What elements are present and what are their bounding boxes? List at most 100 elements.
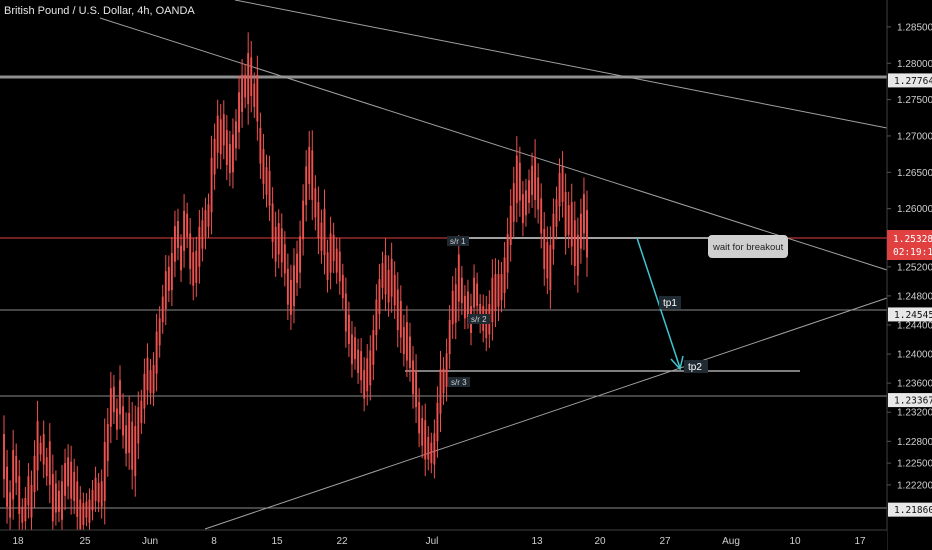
candle[interactable] [173, 210, 176, 278]
candle[interactable] [186, 202, 189, 249]
candle[interactable] [198, 209, 201, 284]
candle[interactable] [512, 166, 515, 239]
candle[interactable] [583, 177, 585, 251]
candle[interactable] [549, 226, 552, 309]
candle[interactable] [586, 190, 588, 277]
upper-trendline[interactable] [234, 0, 888, 129]
candle[interactable] [109, 371, 112, 444]
candle[interactable] [277, 209, 280, 269]
candle[interactable] [21, 498, 24, 532]
candle[interactable] [70, 445, 73, 515]
candle[interactable] [518, 146, 521, 217]
candle[interactable] [6, 449, 8, 524]
candle[interactable] [296, 240, 298, 296]
candle[interactable] [131, 401, 134, 490]
candle[interactable] [558, 158, 561, 222]
candle[interactable] [122, 393, 124, 449]
candle[interactable] [479, 294, 482, 334]
candle[interactable] [61, 464, 63, 537]
candle[interactable] [82, 492, 85, 536]
candle[interactable] [73, 458, 76, 515]
candle[interactable] [567, 191, 570, 249]
candle[interactable] [384, 238, 387, 312]
candle[interactable] [119, 365, 121, 430]
candle[interactable] [54, 470, 57, 526]
candle[interactable] [305, 150, 308, 222]
candle[interactable] [134, 405, 137, 497]
candle[interactable] [366, 344, 369, 406]
candle[interactable] [183, 193, 186, 268]
candle[interactable] [244, 64, 247, 109]
candle[interactable] [180, 234, 182, 283]
price-axis[interactable]: 1.28500 1.28000 1.27500 1.27000 1.26500 1.260… [886, 0, 932, 550]
candle[interactable] [299, 220, 302, 289]
candle[interactable] [320, 209, 323, 264]
candle[interactable] [399, 285, 402, 353]
candle[interactable] [442, 357, 445, 405]
candle[interactable] [405, 305, 408, 377]
candle[interactable] [241, 58, 244, 128]
sr3-label[interactable]: s/r 3 [448, 377, 470, 387]
candle[interactable] [308, 130, 311, 200]
candle[interactable] [344, 277, 347, 348]
candle[interactable] [161, 284, 164, 334]
candle[interactable] [15, 443, 18, 496]
candle[interactable] [302, 184, 305, 256]
candle[interactable] [460, 265, 463, 315]
candle[interactable] [534, 139, 537, 218]
candle[interactable] [231, 118, 234, 189]
candle[interactable] [433, 419, 436, 479]
time-axis[interactable]: 18 25 Jun 8 15 22 Jul 13 20 27 Aug 10 17 [0, 529, 887, 550]
candle[interactable] [170, 237, 173, 306]
candle[interactable] [412, 345, 414, 409]
candle[interactable] [265, 154, 268, 208]
candle[interactable] [27, 463, 30, 519]
candle[interactable] [421, 405, 424, 459]
candle[interactable] [537, 163, 540, 224]
candle[interactable] [347, 301, 350, 357]
candle[interactable] [216, 99, 219, 169]
candle[interactable] [509, 189, 512, 262]
candle[interactable] [506, 217, 509, 290]
candle[interactable] [12, 429, 15, 520]
candle[interactable] [354, 326, 356, 370]
breakout-callout[interactable]: wait for breakout [708, 235, 788, 258]
candle[interactable] [463, 285, 466, 330]
tp2-label[interactable]: tp2 [684, 360, 708, 373]
candle[interactable] [409, 322, 411, 382]
candle[interactable] [167, 255, 170, 303]
candle[interactable] [451, 276, 454, 339]
candle[interactable] [369, 335, 372, 401]
candle[interactable] [418, 388, 421, 448]
candle[interactable] [143, 358, 146, 424]
candle[interactable] [570, 183, 573, 265]
candle[interactable] [457, 235, 460, 322]
descending-trendline[interactable] [99, 17, 888, 271]
candle[interactable] [375, 284, 378, 351]
candle[interactable] [311, 130, 314, 221]
candle[interactable] [42, 420, 45, 479]
target-arrow-line[interactable] [636, 237, 681, 369]
candle[interactable] [555, 186, 558, 240]
candle[interactable] [332, 222, 335, 274]
candle[interactable] [76, 465, 79, 533]
candle[interactable] [103, 418, 106, 525]
candle[interactable] [137, 391, 140, 460]
candle[interactable] [235, 109, 237, 161]
candle[interactable] [88, 488, 91, 534]
candle[interactable] [402, 314, 405, 367]
sr1-label[interactable]: s/r 1 [447, 236, 469, 246]
candle[interactable] [94, 466, 97, 512]
candle[interactable] [289, 264, 292, 330]
candle[interactable] [430, 432, 433, 474]
candle[interactable] [204, 197, 207, 250]
candle[interactable] [30, 470, 33, 532]
candle[interactable] [256, 55, 259, 141]
candle[interactable] [274, 211, 277, 277]
candle[interactable] [467, 279, 469, 329]
candle[interactable] [381, 251, 384, 300]
candle[interactable] [357, 338, 360, 385]
candle[interactable] [503, 241, 506, 309]
candle[interactable] [491, 259, 494, 341]
candle[interactable] [454, 267, 457, 340]
